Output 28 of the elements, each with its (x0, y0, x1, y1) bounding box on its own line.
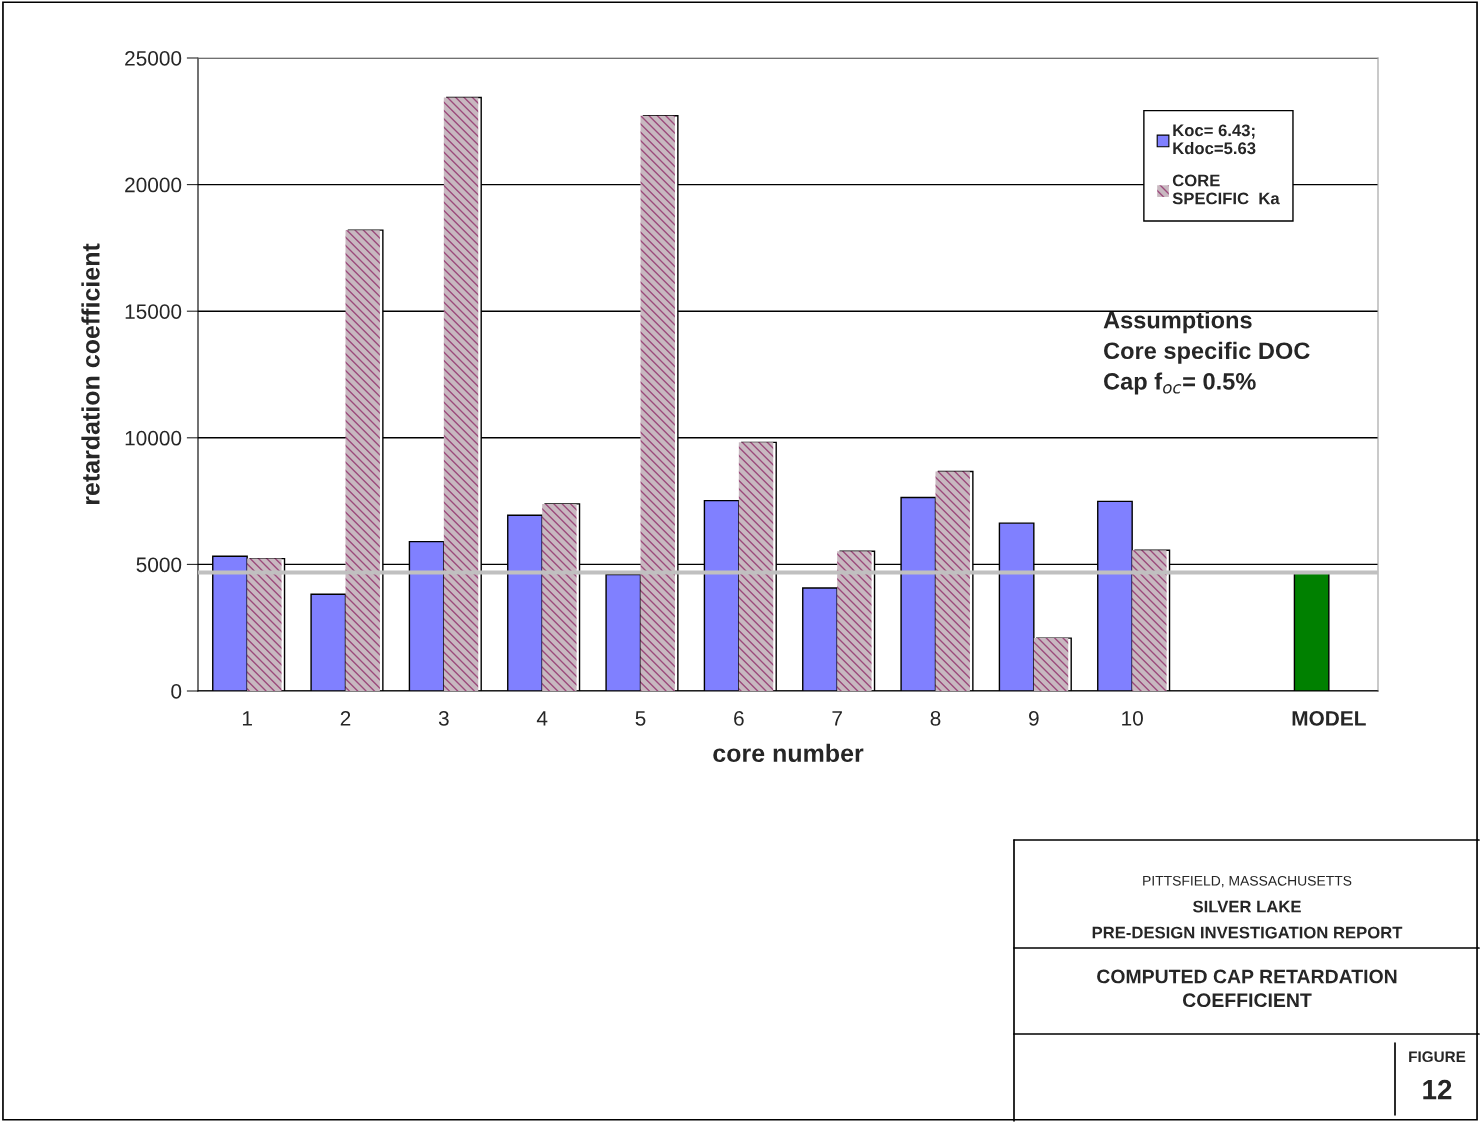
text: COMPUTED CAP RETARDATION COEFFICIENT (1097, 969, 1397, 1008)
x-tick-label: 2 (340, 710, 351, 726)
text: PRE-DESIGN INVESTIGATION REPORT (1092, 926, 1403, 939)
x-tick-label: MODEL (1292, 710, 1366, 726)
y-tick-label: 0 (171, 684, 182, 699)
x-tick-label: 8 (930, 710, 941, 726)
x-tick-label: 7 (832, 711, 842, 726)
x-tick-label: 10 (1122, 710, 1143, 726)
y-tick-label: 15000 (125, 304, 182, 319)
text: FIGURE (1409, 1051, 1466, 1063)
y-axis-title: retardation coefficient (81, 243, 100, 505)
text: SILVER LAKE (1192, 900, 1301, 913)
y-tick-label: 25000 (125, 51, 182, 66)
x-tick-label: 3 (438, 710, 449, 726)
legend-label: Koc= 6.43; Kdoc=5.63 (1173, 124, 1256, 155)
y-tick-label: 10000 (125, 430, 182, 446)
text: PITTSFIELD, MASSACHUSETTS (1143, 875, 1352, 888)
y-tick-label: 20000 (125, 177, 182, 193)
x-tick-label: 9 (1029, 710, 1039, 726)
legend-label: CORE SPECIFIC Ka (1172, 174, 1280, 205)
x-tick-label: 6 (734, 710, 744, 726)
x-tick-label: 5 (635, 711, 646, 726)
text: 12 (1423, 1079, 1452, 1100)
x-tick-label: 1 (242, 711, 252, 726)
y-tick-label: 5000 (136, 557, 182, 573)
annotation: Assumptions Core specific DOC Cap f$_{oc}$= 0.5% (1103, 311, 1310, 395)
x-tick-label: 4 (536, 711, 548, 726)
x-axis-title: core number (713, 743, 864, 763)
